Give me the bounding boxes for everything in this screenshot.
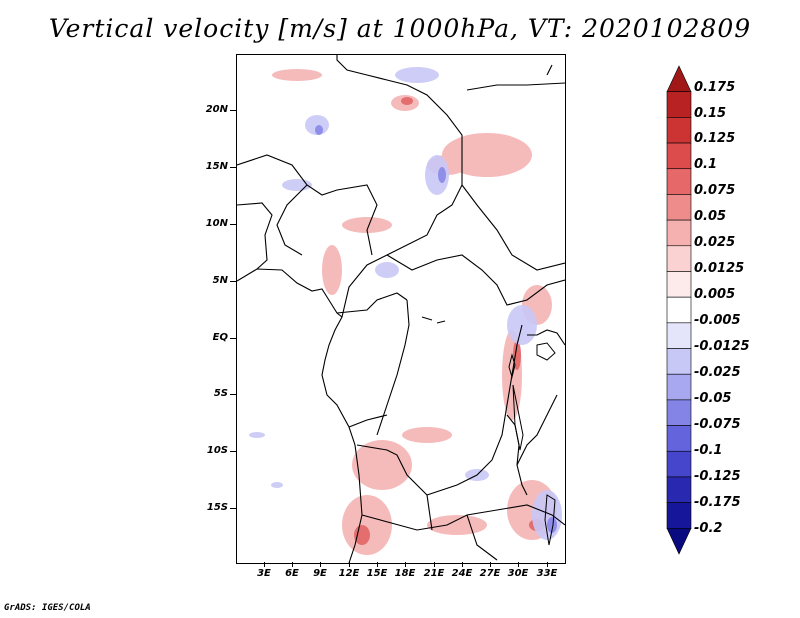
colorbar-segment — [666, 296, 692, 324]
y-tick — [230, 508, 236, 509]
colorbar-label: -0.025 — [694, 365, 741, 380]
colorbar-segment — [666, 528, 692, 555]
y-label: 10N — [205, 218, 228, 229]
colorbar-segment — [666, 219, 692, 247]
colorbar-segment — [666, 373, 692, 401]
x-label: 6E — [285, 568, 299, 579]
colorbar-label: 0.005 — [694, 287, 736, 302]
x-tick — [434, 562, 435, 567]
x-label: 33E — [536, 568, 558, 579]
x-tick — [377, 562, 378, 567]
x-tick — [349, 562, 350, 567]
colorbar-label: 0.05 — [694, 209, 727, 224]
y-tick — [230, 167, 236, 168]
colorbar-segment — [666, 322, 692, 349]
colorbar-segment — [666, 168, 692, 195]
colorbar-segment — [666, 142, 692, 170]
x-tick — [547, 562, 548, 567]
map-plot-area — [236, 54, 566, 564]
colorbar-label: 0.0125 — [694, 261, 745, 276]
x-label: 30E — [507, 568, 529, 579]
colorbar-segment — [666, 117, 692, 144]
y-tick — [230, 281, 236, 282]
x-tick — [320, 562, 321, 567]
colorbar-label: -0.05 — [694, 391, 732, 406]
colorbar-segment — [666, 245, 692, 272]
colorbar — [666, 65, 692, 555]
colorbar-label: 0.1 — [694, 157, 718, 172]
y-tick — [230, 451, 236, 452]
colorbar-segment — [666, 399, 692, 426]
x-tick — [462, 562, 463, 567]
y-label: 20N — [205, 104, 228, 115]
colorbar-segment — [666, 194, 692, 221]
colorbar-segment — [666, 450, 692, 478]
colorbar-segment — [666, 65, 692, 92]
x-label: 9E — [313, 568, 327, 579]
colorbar-label: 0.175 — [694, 80, 736, 95]
strong-positive-patches — [354, 97, 545, 545]
colorbar-label: 0.15 — [694, 106, 727, 121]
y-tick — [230, 110, 236, 111]
colorbar-label: 0.075 — [694, 183, 736, 198]
y-label: 5S — [213, 388, 228, 399]
y-label: 15S — [206, 502, 228, 513]
colorbar-label: -0.005 — [694, 313, 741, 328]
y-label: 15N — [205, 161, 228, 172]
chart-title: Vertical velocity [m/s] at 1000hPa, VT: … — [48, 14, 752, 43]
colorbar-label: -0.125 — [694, 469, 741, 484]
colorbar-segment — [666, 476, 692, 503]
x-label: 18E — [394, 568, 416, 579]
y-label: 5N — [212, 275, 228, 286]
y-label: 10S — [206, 445, 228, 456]
x-tick — [405, 562, 406, 567]
map-field-svg — [237, 55, 565, 563]
x-label: 3E — [257, 568, 271, 579]
x-tick — [264, 562, 265, 567]
y-tick — [230, 394, 236, 395]
colorbar-label: -0.075 — [694, 417, 741, 432]
colorbar-label: -0.0125 — [694, 339, 750, 354]
colorbar-segment — [666, 91, 692, 118]
colorbar-segment — [666, 502, 692, 529]
y-label: EQ — [212, 332, 228, 343]
x-label: 21E — [423, 568, 445, 579]
x-label: 12E — [338, 568, 360, 579]
colorbar-label: -0.1 — [694, 443, 723, 458]
x-label: 27E — [479, 568, 501, 579]
x-tick — [490, 562, 491, 567]
strong-negative-patches — [315, 125, 557, 533]
colorbar-segment — [666, 271, 692, 298]
colorbar-segment — [666, 425, 692, 452]
colorbar-segment — [666, 348, 692, 375]
colorbar-label: -0.2 — [694, 521, 723, 536]
y-tick — [230, 224, 236, 225]
lakes — [421, 316, 556, 546]
x-label: 24E — [451, 568, 473, 579]
colorbar-label: 0.125 — [694, 131, 736, 146]
x-label: 15E — [366, 568, 388, 579]
y-tick — [230, 338, 236, 339]
colorbar-label: 0.025 — [694, 235, 736, 250]
colorbar-label: -0.175 — [694, 495, 741, 510]
footer-credit: GrADS: IGES/COLA — [4, 603, 91, 613]
x-tick — [292, 562, 293, 567]
x-tick — [518, 562, 519, 567]
